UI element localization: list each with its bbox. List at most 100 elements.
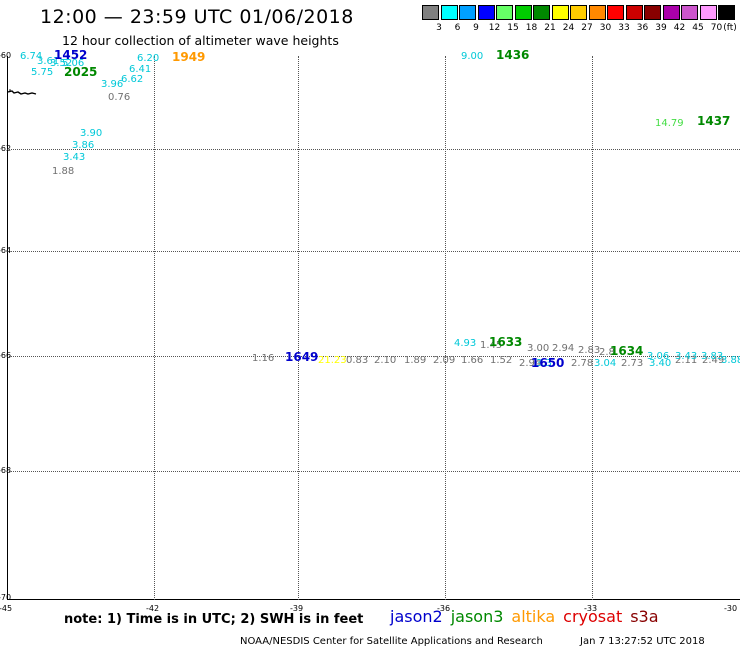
- scale-swatch: [570, 5, 587, 20]
- scale-swatch: [533, 5, 550, 20]
- wave-height-value: 3.90: [80, 128, 103, 139]
- scale-label: 33: [618, 23, 630, 33]
- wave-height-value: 2.11: [675, 355, 698, 366]
- wave-height-value: 3.86: [72, 140, 95, 151]
- wave-height-value: 3.83: [701, 351, 724, 362]
- wave-height-value: 3.06: [647, 351, 670, 362]
- scale-swatch: [718, 5, 735, 20]
- wave-height-value: 3.43: [63, 152, 86, 163]
- generation-date: Jan 7 13:27:52 UTC 2018: [580, 636, 705, 647]
- wave-height-value: 3.04: [594, 358, 617, 369]
- scale-unit: (ft): [723, 23, 737, 33]
- scale-label: 36: [636, 23, 649, 33]
- scale-swatch: [588, 5, 606, 20]
- longitude-label: -42: [146, 604, 160, 613]
- satellite-name: altika: [511, 607, 556, 626]
- longitude-label: -30: [724, 604, 738, 613]
- scale-label: 42: [673, 23, 686, 33]
- longitude-label: -33: [584, 604, 598, 613]
- wave-height-value: 5.06: [62, 58, 85, 69]
- wave-height-value: 2.10: [374, 355, 397, 366]
- scale-label: 30: [599, 23, 612, 33]
- wave-height-color-scale: 3 6 9 12 15 18 21 24 27 30 33 36 39 42 45 70 (ft): [422, 5, 738, 35]
- wave-height-value: 5.75: [31, 67, 54, 78]
- footer-note: note: 1) Time is in UTC; 2) SWH is in fe…: [64, 612, 364, 627]
- scale-label: 39: [655, 23, 667, 33]
- wave-height-value: 2.49: [702, 355, 725, 366]
- parallel-line: [7, 149, 740, 150]
- parallel-line: [7, 356, 740, 357]
- wave-height-value: 3.43: [675, 351, 698, 362]
- meridian-line: [154, 56, 155, 600]
- scale-swatch: [477, 5, 495, 20]
- wave-height-value: 1.52: [490, 355, 513, 366]
- wave-height-value: 3.3: [536, 358, 552, 369]
- scale-label: 24: [562, 23, 575, 33]
- scale-label: 18: [525, 23, 538, 33]
- pass-time-label: 1649: [285, 350, 319, 364]
- pass-time-label: 1949: [172, 50, 206, 64]
- satellite-legend: jason2 jason3 altika cryosat s3a: [390, 607, 667, 626]
- wave-height-value: 1.45: [480, 340, 503, 351]
- scale-swatch: [551, 5, 569, 20]
- satellite-name: jason2: [390, 607, 443, 626]
- wave-height-value: 6.62: [121, 74, 144, 85]
- wave-height-value: 2.94: [519, 358, 542, 369]
- map-frame: [7, 56, 740, 600]
- longitude-label: -36: [437, 604, 451, 613]
- latitude-label: -62: [0, 144, 12, 153]
- pass-time-label: 1437: [697, 114, 731, 128]
- scale-swatch: [459, 5, 476, 20]
- scale-label: 21: [544, 23, 556, 33]
- longitude-label: -45: [0, 604, 13, 613]
- wave-height-value: 3.40: [649, 358, 672, 369]
- scale-label: 27: [581, 23, 593, 33]
- wave-height-value: 1.16: [252, 353, 275, 364]
- wave-height-value: 14.79: [655, 118, 684, 129]
- map-subtitle: 12 hour collection of altimeter wave hei…: [62, 33, 339, 48]
- scale-label: 6: [454, 23, 461, 33]
- wave-height-value: 2.8: [599, 347, 615, 358]
- wave-height-value: 2.73: [621, 358, 644, 369]
- credit-line: NOAA/NESDIS Center for Satellite Applica…: [240, 636, 543, 647]
- meridian-line: [298, 56, 299, 600]
- wave-height-value: 3.00: [527, 343, 550, 354]
- wave-height-value: 6.41: [129, 64, 152, 75]
- wave-height-value: 4.93: [454, 338, 477, 349]
- scale-swatch: [699, 5, 717, 20]
- wave-height-value: 1.89: [404, 355, 427, 366]
- wave-height-value: 3.52: [50, 58, 73, 69]
- meridian-line: [592, 56, 593, 600]
- scale-label: 15: [507, 23, 519, 33]
- scale-swatch: [496, 5, 513, 20]
- coastline-fragment: [8, 89, 37, 95]
- wave-height-value: 3.88: [721, 355, 740, 366]
- latitude-label: -70: [0, 593, 12, 602]
- parallel-line: [7, 471, 740, 472]
- wave-height-value: 0.76: [108, 92, 131, 103]
- wave-height-value: 3.96: [101, 79, 124, 90]
- pass-time-label: 1436: [496, 48, 530, 62]
- map-title: 12:00 — 23:59 UTC 01/06/2018: [40, 6, 354, 28]
- scale-swatch: [644, 5, 661, 20]
- pass-time-label: 1452: [54, 48, 88, 62]
- scale-swatch: [681, 5, 698, 20]
- satellite-name: cryosat: [563, 607, 623, 626]
- scale-label: 12: [488, 23, 501, 33]
- scale-swatch: [625, 5, 643, 20]
- wave-height-value: 3.61: [37, 56, 60, 67]
- satellite-name: jason3: [450, 607, 504, 626]
- wave-height-value: 1.88: [52, 166, 75, 177]
- wave-height-value: 0.83: [346, 355, 369, 366]
- wave-height-value: 2.83: [578, 345, 601, 356]
- latitude-label: -64: [0, 246, 12, 255]
- wave-height-value: 6.74: [20, 51, 43, 62]
- wave-height-value: 2.09: [433, 355, 456, 366]
- wave-height-value: 1.66: [461, 355, 484, 366]
- satellite-name: s3a: [630, 607, 659, 626]
- latitude-label: -66: [0, 351, 12, 360]
- scale-label: 70: [710, 23, 723, 33]
- scale-swatch: [514, 5, 532, 20]
- parallel-line: [7, 251, 740, 252]
- wave-height-value: 2.94: [552, 343, 575, 354]
